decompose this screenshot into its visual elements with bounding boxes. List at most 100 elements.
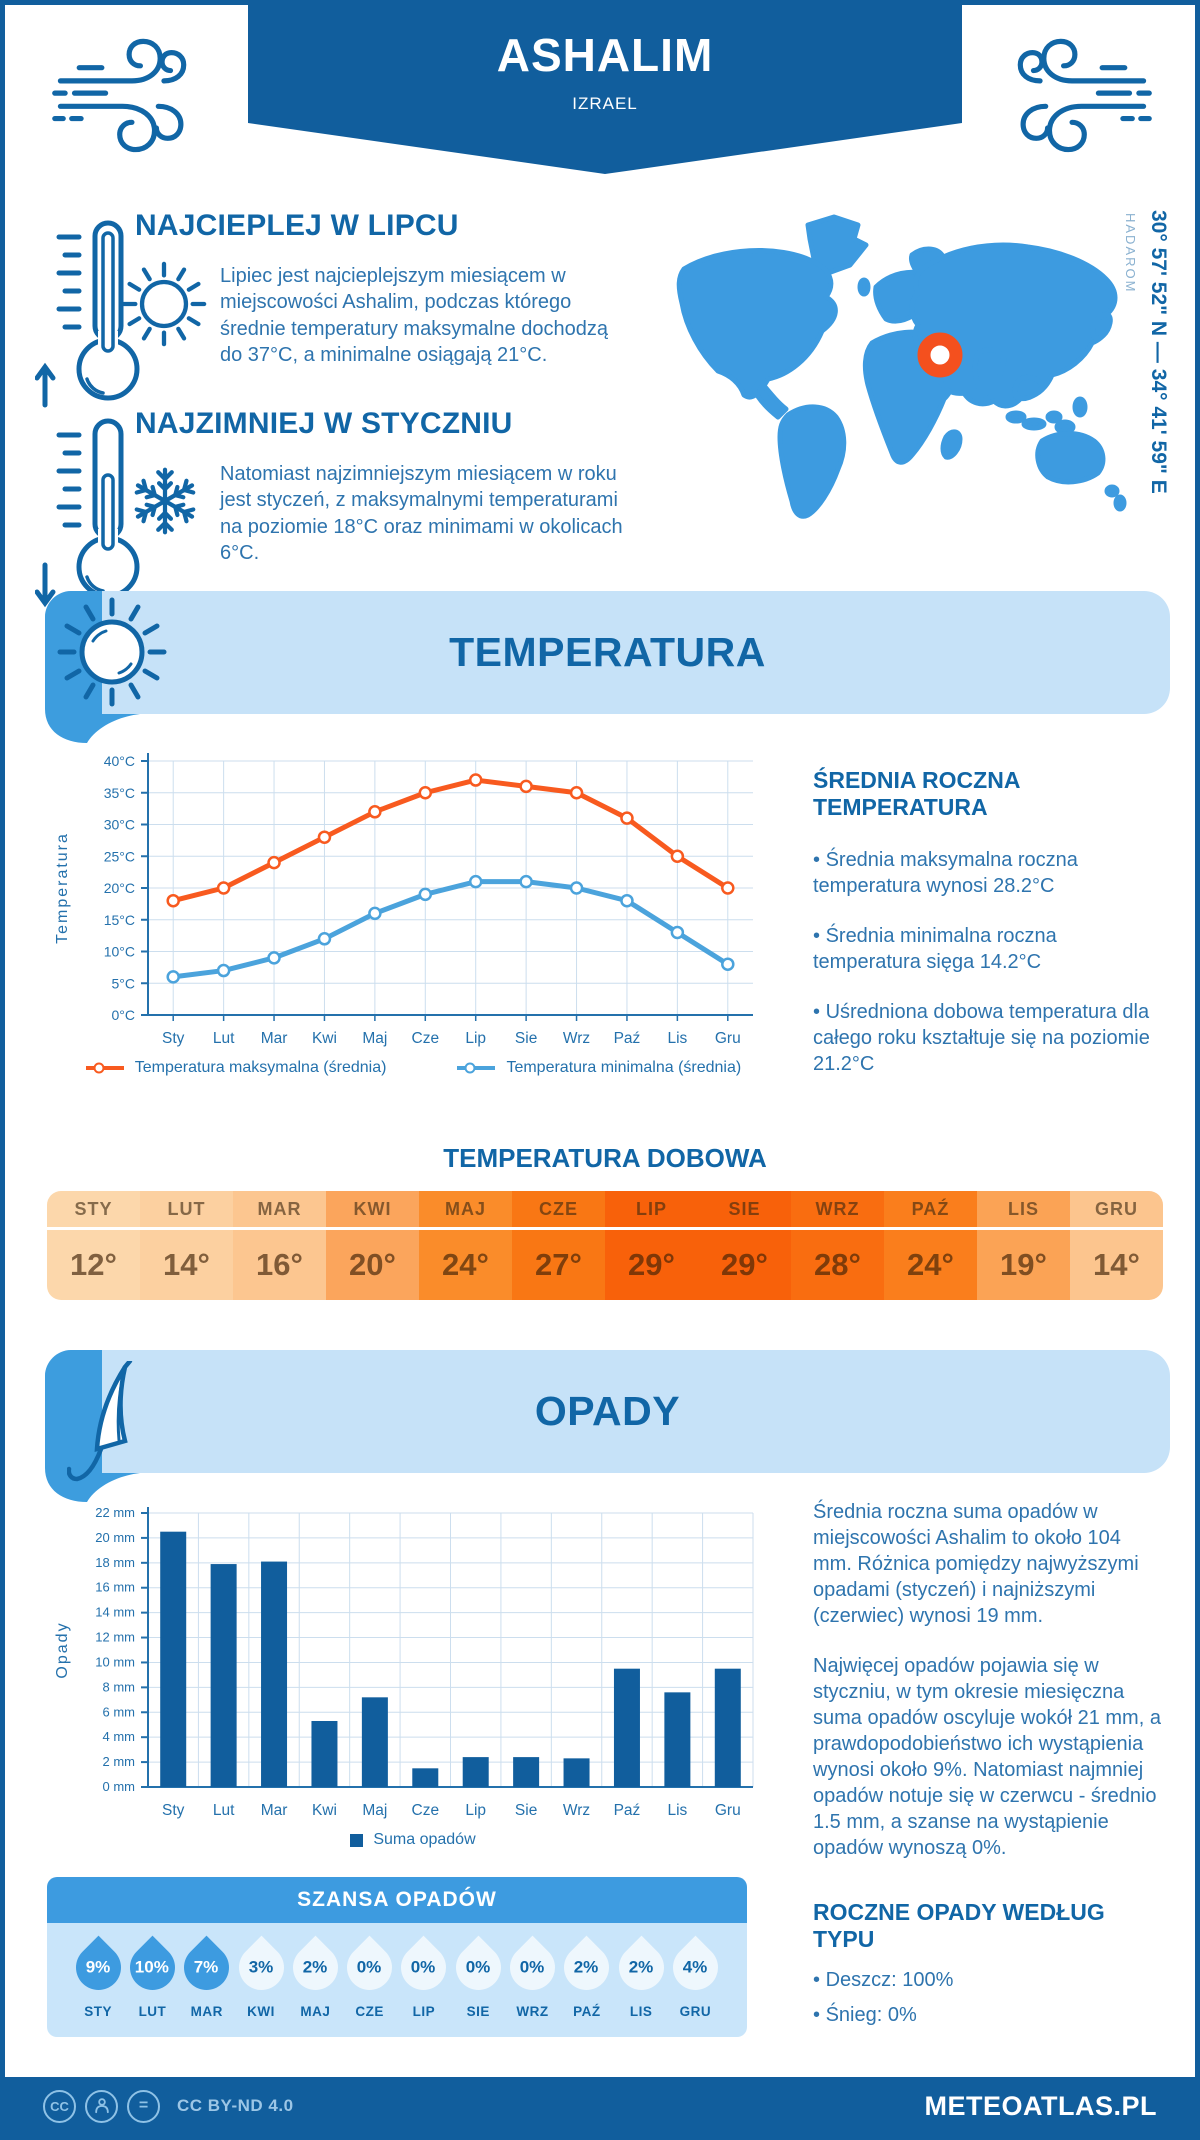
attribution-person-icon bbox=[85, 2089, 118, 2123]
svg-text:Gru: Gru bbox=[715, 1030, 741, 1047]
month-label: MAR bbox=[190, 2004, 223, 2019]
raindrop-icon: 3% bbox=[229, 1935, 293, 2000]
location-marker bbox=[917, 332, 963, 378]
daily-temperature-title: TEMPERATURA DOBOWA bbox=[443, 1143, 767, 1173]
raindrop-icon: 2% bbox=[554, 1935, 619, 2000]
month-label: LIP bbox=[412, 2004, 436, 2019]
svg-text:10 mm: 10 mm bbox=[95, 1654, 135, 1669]
site-name: METEOATLAS.PL bbox=[924, 2090, 1157, 2121]
precipitation-paragraph: Najwięcej opadów pojawia się w styczniu,… bbox=[813, 1655, 1161, 1859]
precipitation-banner-title: OPADY bbox=[534, 1388, 681, 1434]
temperature-value: 12° bbox=[70, 1247, 117, 1282]
svg-text:18 mm: 18 mm bbox=[95, 1555, 135, 1570]
raindrop-icon: 0% bbox=[446, 1935, 511, 2000]
bullet-item: Średnia maksymalna roczna temperatura wy… bbox=[813, 847, 1158, 899]
rain-chance-item: 0% CZE bbox=[337, 1933, 402, 2037]
svg-text:5°C: 5°C bbox=[112, 975, 136, 991]
rain-chance-panel: 9% STY 10% LUT 7% MAR 3% KWI 2% MAJ 0% CZE 0% LIP 0% SI… bbox=[47, 1923, 747, 2037]
svg-text:Mar: Mar bbox=[261, 1802, 288, 1819]
precipitation-paragraph: Średnia roczna suma opadów w miejscowośc… bbox=[813, 1501, 1139, 1627]
temperature-value: 27° bbox=[535, 1247, 582, 1282]
svg-text:35°C: 35°C bbox=[104, 785, 135, 801]
temperature-banner-title: TEMPERATURA bbox=[449, 629, 766, 675]
temperature-value: 24° bbox=[442, 1247, 489, 1282]
precipitation-banner bbox=[45, 1350, 1170, 1473]
svg-text:Gru: Gru bbox=[715, 1802, 741, 1819]
month-label: KWI bbox=[247, 2004, 275, 2019]
svg-text:20 mm: 20 mm bbox=[95, 1530, 135, 1545]
svg-text:14 mm: 14 mm bbox=[95, 1605, 135, 1620]
svg-text:25°C: 25°C bbox=[104, 848, 135, 864]
daily-temp-column: MAR 16° bbox=[233, 1191, 326, 1300]
daily-temp-column: LIS 19° bbox=[977, 1191, 1070, 1300]
month-label: LUT bbox=[138, 2004, 167, 2019]
legend-item: Suma opadów bbox=[350, 1831, 476, 1849]
temperature-value: 29° bbox=[628, 1247, 675, 1282]
daily-temp-column: PAŹ 24° bbox=[884, 1191, 977, 1300]
bullet-item: Deszcz: 100% bbox=[813, 1967, 1161, 1993]
license-icons: CC = CC BY-ND 4.0 bbox=[43, 2089, 294, 2123]
raindrop-icon: 0% bbox=[392, 1935, 456, 2000]
month-label: WRZ bbox=[791, 1191, 884, 1230]
svg-text:Cze: Cze bbox=[412, 1030, 440, 1047]
raindrop-icon: 4% bbox=[663, 1935, 728, 2000]
month-label: WRZ bbox=[516, 2004, 549, 2019]
daily-temp-column: LUT 14° bbox=[140, 1191, 233, 1300]
month-label: LUT bbox=[140, 1191, 233, 1230]
svg-text:12 mm: 12 mm bbox=[95, 1630, 135, 1645]
raindrop-icon: 10% bbox=[120, 1935, 185, 2000]
temperature-value: 14° bbox=[163, 1247, 210, 1282]
month-label: GRU bbox=[1070, 1191, 1163, 1230]
daily-temp-column: MAJ 24° bbox=[419, 1191, 512, 1300]
month-label: CZE bbox=[355, 2004, 384, 2019]
temperature-banner bbox=[45, 591, 1170, 714]
raindrop-icon: 0% bbox=[337, 1935, 402, 2000]
svg-text:Wrz: Wrz bbox=[563, 1030, 590, 1047]
svg-text:22 mm: 22 mm bbox=[95, 1505, 135, 1520]
rain-chance-item: 9% STY bbox=[66, 1933, 130, 2037]
wind-icon bbox=[1017, 38, 1152, 153]
svg-text:Kwi: Kwi bbox=[312, 1802, 337, 1819]
month-label: LIS bbox=[629, 2004, 653, 2019]
bullet-item: Uśredniona dobowa temperatura dla całego… bbox=[813, 999, 1158, 1077]
svg-text:Lip: Lip bbox=[465, 1802, 486, 1819]
svg-text:Paź: Paź bbox=[614, 1030, 641, 1047]
banner-accent bbox=[45, 1350, 140, 1502]
rain-chance-header: SZANSA OPADÓW bbox=[47, 1877, 747, 1923]
svg-text:Sty: Sty bbox=[162, 1030, 185, 1047]
month-label: LIP bbox=[605, 1191, 698, 1230]
thermometer-up-icon bbox=[35, 220, 140, 408]
temperature-value: 20° bbox=[349, 1247, 396, 1282]
daily-temp-column: GRU 14° bbox=[1070, 1191, 1163, 1300]
svg-text:Lis: Lis bbox=[667, 1802, 687, 1819]
daily-temp-column: SIE 29° bbox=[698, 1191, 791, 1300]
annual-temperature-heading: ŚREDNIA ROCZNA TEMPERATURA bbox=[813, 767, 1020, 820]
temperature-value: 16° bbox=[256, 1247, 303, 1282]
daily-temperature-table: STY 12° LUT 14° MAR 16° KWI 20° MAJ 24° CZE 27° LIP 2… bbox=[47, 1191, 1163, 1300]
month-label: MAJ bbox=[300, 2004, 331, 2019]
month-label: LIS bbox=[977, 1191, 1070, 1230]
svg-text:Lut: Lut bbox=[213, 1030, 235, 1047]
svg-text:8 mm: 8 mm bbox=[103, 1679, 136, 1694]
svg-text:Temperatura: Temperatura bbox=[54, 832, 71, 944]
bullet-item: Śnieg: 0% bbox=[813, 2002, 1161, 2028]
svg-text:Kwi: Kwi bbox=[312, 1030, 337, 1047]
daily-temp-column: LIP 29° bbox=[605, 1191, 698, 1300]
legend-item: Temperatura minimalna (średnia) bbox=[456, 1059, 741, 1077]
svg-text:Maj: Maj bbox=[362, 1802, 387, 1819]
month-label: KWI bbox=[326, 1191, 419, 1230]
temperature-value: 28° bbox=[814, 1247, 861, 1282]
svg-text:Sie: Sie bbox=[515, 1030, 537, 1047]
precipitation-chart: 0 mm 2 mm 4 mm 6 mm 8 mm 10 mm 12 mm 14 mm 16 mm… bbox=[54, 1505, 754, 1819]
month-label: MAR bbox=[233, 1191, 326, 1230]
rain-chance-item: 10% LUT bbox=[120, 1933, 185, 2037]
rain-chance-item: 4% GRU bbox=[663, 1933, 728, 2037]
rain-chance-item: 0% SIE bbox=[446, 1933, 511, 2037]
no-derivatives-icon: = bbox=[127, 2089, 160, 2123]
thermometer-down-icon bbox=[35, 418, 140, 608]
rain-chance-item: 2% MAJ bbox=[283, 1933, 348, 2037]
annual-temperature-panel: ŚREDNIA ROCZNA TEMPERATURA Średnia maksy… bbox=[813, 767, 1158, 1101]
svg-text:0 mm: 0 mm bbox=[103, 1779, 136, 1794]
wind-icon bbox=[52, 38, 187, 153]
